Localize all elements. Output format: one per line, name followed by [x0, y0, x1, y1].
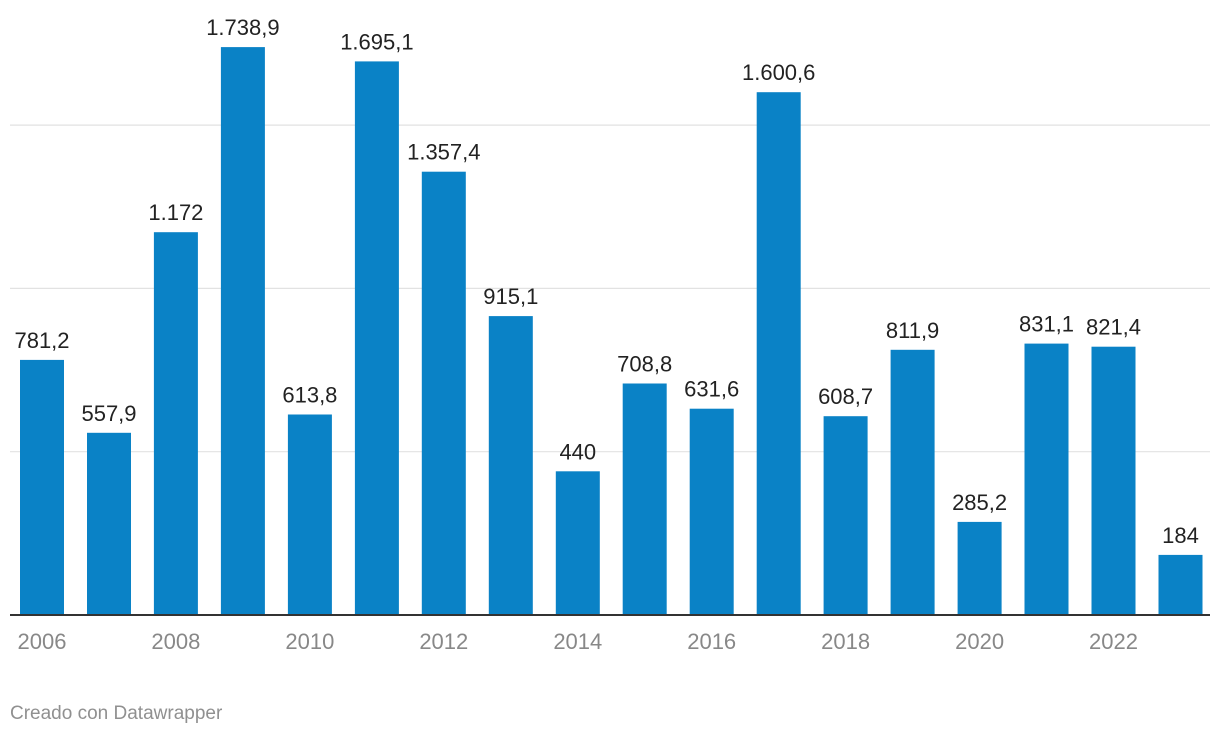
bar-2008 — [153, 232, 198, 615]
x-tick-label-2012: 2012 — [419, 629, 468, 654]
value-label-2006: 781,2 — [14, 328, 69, 353]
x-tick-label-2010: 2010 — [285, 629, 334, 654]
x-tick-label-2018: 2018 — [821, 629, 870, 654]
x-tick-labels: 2006 2008 2010 2012 2014 2016 2018 2020 2022 — [18, 629, 1138, 654]
bar-2018 — [823, 416, 868, 615]
x-tick-label-2016: 2016 — [687, 629, 736, 654]
value-label-2012: 1.357,4 — [407, 140, 480, 165]
x-tick-label-2014: 2014 — [553, 629, 602, 654]
bar-2019 — [890, 349, 935, 615]
bar-2010 — [287, 414, 332, 615]
bar-2017 — [756, 92, 801, 615]
value-label-2017: 1.600,6 — [742, 60, 815, 85]
value-labels: 781,2 557,9 1.172 1.738,9 613,8 1.695,1 1.357,… — [14, 15, 1198, 548]
gridlines — [10, 124, 1210, 453]
x-tick-label-2006: 2006 — [18, 629, 67, 654]
bar-2012 — [421, 171, 466, 615]
bar-2021 — [1024, 343, 1069, 615]
value-label-2015: 708,8 — [617, 352, 672, 377]
datawrapper-credit: Creado con Datawrapper — [10, 703, 223, 724]
value-label-2014: 440 — [559, 439, 596, 464]
x-tick-label-2008: 2008 — [151, 629, 200, 654]
x-tick-label-2020: 2020 — [955, 629, 1004, 654]
bar-2014 — [555, 471, 600, 615]
value-label-2011: 1.695,1 — [340, 29, 413, 54]
value-label-2007: 557,9 — [81, 401, 136, 426]
bar-2020 — [957, 521, 1002, 615]
value-label-2022: 821,4 — [1086, 315, 1141, 340]
value-label-2021: 831,1 — [1019, 312, 1074, 337]
value-label-2019: 811,9 — [886, 318, 939, 343]
bar-2013 — [488, 316, 533, 615]
bar-chart: 781,2 557,9 1.172 1.738,9 613,8 1.695,1 1.357,… — [10, 15, 1210, 654]
x-tick-label-2022: 2022 — [1089, 629, 1138, 654]
value-label-2020: 285,2 — [952, 490, 1007, 515]
bar-2009 — [220, 47, 265, 616]
value-label-2009: 1.738,9 — [206, 15, 279, 40]
bars — [20, 47, 1203, 616]
value-label-2018: 608,7 — [818, 384, 873, 409]
value-label-2023: 184 — [1162, 523, 1199, 548]
bar-2015 — [622, 383, 667, 615]
bar-2007 — [87, 432, 131, 615]
bar-2016 — [689, 408, 734, 615]
value-label-2016: 631,6 — [684, 377, 739, 402]
bar-2006 — [20, 359, 64, 615]
bar-2011 — [354, 61, 399, 615]
value-label-2010: 613,8 — [282, 383, 337, 408]
bar-2023 — [1158, 554, 1203, 615]
value-label-2008: 1.172 — [148, 200, 203, 225]
value-label-2013: 915,1 — [483, 284, 538, 309]
bar-2022 — [1091, 346, 1136, 615]
